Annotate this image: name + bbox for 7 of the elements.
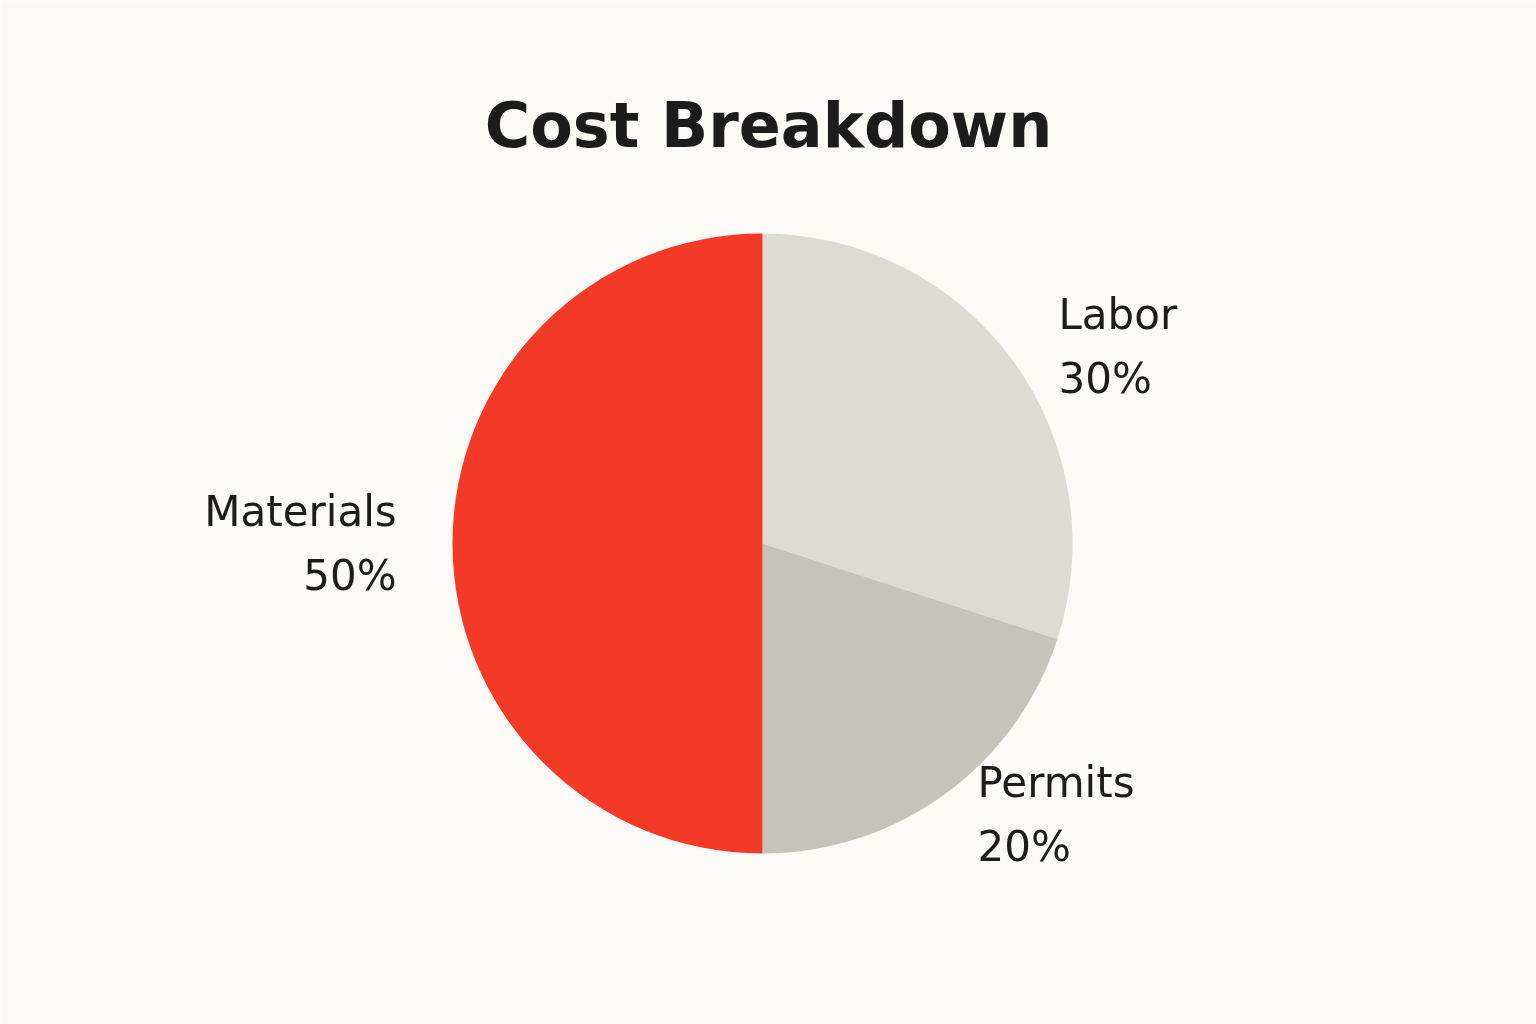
data-label: 30% (1058, 354, 1152, 404)
chart-title: Cost Breakdown (484, 89, 1053, 162)
slice-label: Permits (977, 757, 1135, 807)
slice-label: Materials (204, 487, 397, 536)
slice-label: Labor (1058, 290, 1178, 340)
data-label: 50% (303, 551, 397, 600)
data-label: 20% (977, 821, 1071, 871)
